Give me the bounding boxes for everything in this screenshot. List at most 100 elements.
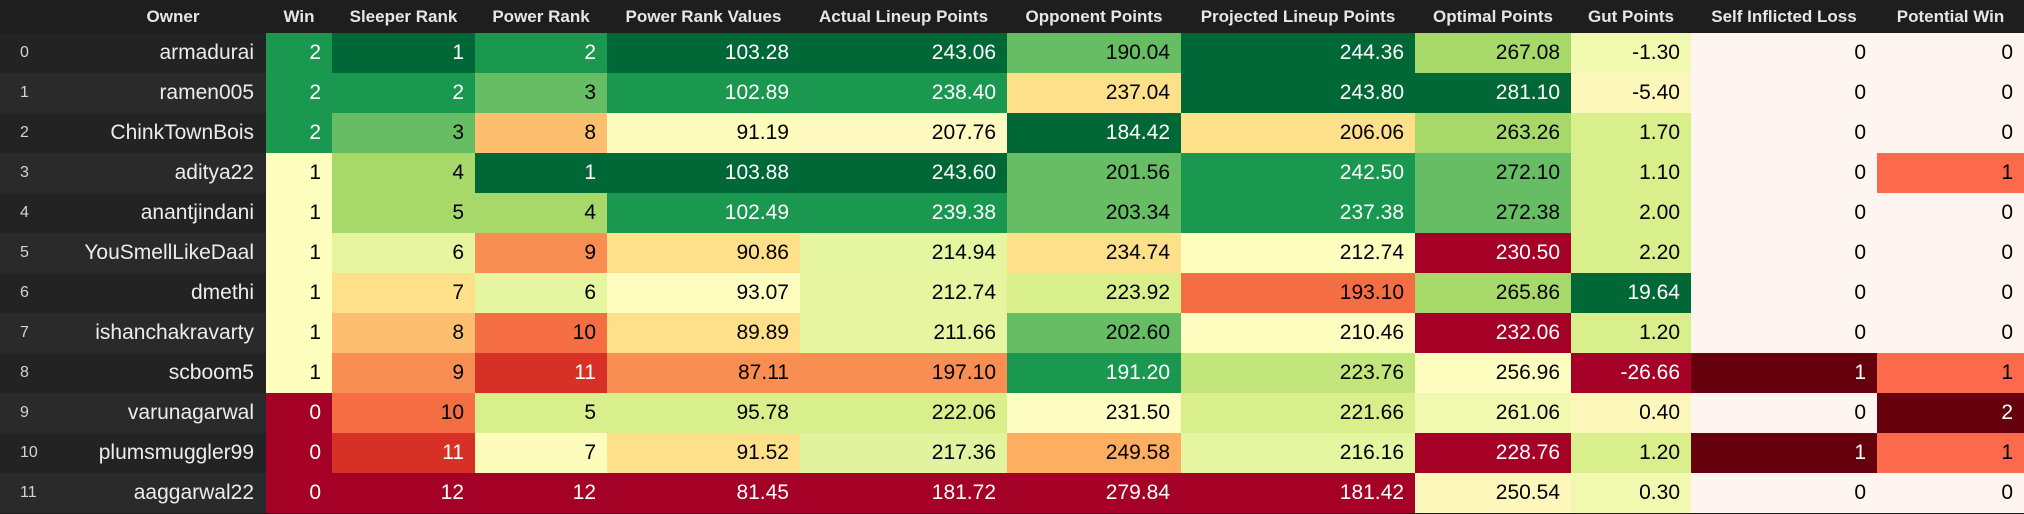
cell-opponent: 249.58 xyxy=(1007,433,1181,473)
cell-actual: 212.74 xyxy=(800,273,1007,313)
cell-potential: 2 xyxy=(1877,393,2024,433)
row-index: 1 xyxy=(0,73,80,113)
cell-self_loss: 0 xyxy=(1691,193,1877,233)
cell-power_rank: 2 xyxy=(475,33,607,73)
cell-projected: 244.36 xyxy=(1181,33,1415,73)
cell-opponent: 184.42 xyxy=(1007,113,1181,153)
column-header-gut[interactable]: Gut Points xyxy=(1588,6,1674,26)
column-header-optimal[interactable]: Optimal Points xyxy=(1433,6,1553,26)
cell-actual: 211.66 xyxy=(800,313,1007,353)
row-index: 10 xyxy=(0,433,80,473)
cell-actual: 243.06 xyxy=(800,33,1007,73)
cell-power_rank_values: 103.28 xyxy=(607,33,800,73)
row-index: 6 xyxy=(0,273,80,313)
cell-opponent: 234.74 xyxy=(1007,233,1181,273)
column-header-potential[interactable]: Potential Win xyxy=(1896,6,2005,26)
cell-projected: 181.42 xyxy=(1181,473,1415,513)
table-row: 9 varunagarwal 0 10 5 95.78 222.06 231.50 221.66… xyxy=(0,393,2024,433)
table-row: 1 ramen005 2 2 3 102.89 238.40 237.04 243.80 281.… xyxy=(0,73,2024,113)
row-index: 7 xyxy=(0,313,80,353)
cell-projected: 223.76 xyxy=(1181,353,1415,393)
cell-actual: 238.40 xyxy=(800,73,1007,113)
column-header-sleeper_rank[interactable]: Sleeper Rank xyxy=(349,6,458,26)
cell-power_rank_values: 81.45 xyxy=(607,473,800,513)
cell-sleeper_rank: 12 xyxy=(332,473,475,513)
cell-optimal: 232.06 xyxy=(1415,313,1571,353)
cell-optimal: 265.86 xyxy=(1415,273,1571,313)
table-row: 2 ChinkTownBois 2 3 8 91.19 207.76 184.42 206.06… xyxy=(0,113,2024,153)
row-index: 0 xyxy=(0,33,80,73)
cell-optimal: 272.38 xyxy=(1415,193,1571,233)
cell-power_rank_values: 91.19 xyxy=(607,113,800,153)
cell-potential: 1 xyxy=(1877,433,2024,473)
column-header-owner[interactable]: Owner xyxy=(146,6,200,26)
table-row: 10 plumsmuggler99 0 11 7 91.52 217.36 249.58 216… xyxy=(0,433,2024,473)
cell-power_rank: 7 xyxy=(475,433,607,473)
cell-win: 0 xyxy=(266,393,332,433)
column-header-win[interactable]: Win xyxy=(283,6,315,26)
column-header-actual[interactable]: Actual Lineup Points xyxy=(818,6,989,26)
cell-projected: 243.80 xyxy=(1181,73,1415,113)
cell-projected: 212.74 xyxy=(1181,233,1415,273)
column-header-idx[interactable] xyxy=(0,0,80,33)
cell-gut: 1.70 xyxy=(1571,113,1691,153)
cell-power_rank: 11 xyxy=(475,353,607,393)
owner-cell: ishanchakravarty xyxy=(80,313,266,353)
cell-win: 2 xyxy=(266,73,332,113)
table-row: 0 armadurai 2 1 2 103.28 243.06 190.04 244.36 267… xyxy=(0,33,2024,73)
cell-sleeper_rank: 7 xyxy=(332,273,475,313)
cell-optimal: 263.26 xyxy=(1415,113,1571,153)
cell-gut: 1.20 xyxy=(1571,433,1691,473)
cell-optimal: 281.10 xyxy=(1415,73,1571,113)
cell-optimal: 267.08 xyxy=(1415,33,1571,73)
cell-projected: 221.66 xyxy=(1181,393,1415,433)
owner-cell: ramen005 xyxy=(80,73,266,113)
column-header-projected[interactable]: Projected Lineup Points xyxy=(1200,6,1396,26)
cell-sleeper_rank: 4 xyxy=(332,153,475,193)
cell-gut: 19.64 xyxy=(1571,273,1691,313)
cell-self_loss: 0 xyxy=(1691,73,1877,113)
cell-optimal: 256.96 xyxy=(1415,353,1571,393)
cell-gut: 1.20 xyxy=(1571,313,1691,353)
cell-win: 1 xyxy=(266,193,332,233)
cell-opponent: 191.20 xyxy=(1007,353,1181,393)
cell-power_rank_values: 103.88 xyxy=(607,153,800,193)
cell-self_loss: 0 xyxy=(1691,33,1877,73)
cell-potential: 0 xyxy=(1877,273,2024,313)
cell-gut: 2.00 xyxy=(1571,193,1691,233)
cell-gut: -1.30 xyxy=(1571,33,1691,73)
owner-cell: aaggarwal22 xyxy=(80,473,266,513)
cell-optimal: 250.54 xyxy=(1415,473,1571,513)
cell-sleeper_rank: 3 xyxy=(332,113,475,153)
cell-self_loss: 0 xyxy=(1691,473,1877,513)
cell-potential: 1 xyxy=(1877,353,2024,393)
cell-win: 0 xyxy=(266,473,332,513)
owner-cell: YouSmellLikeDaal xyxy=(80,233,266,273)
cell-sleeper_rank: 1 xyxy=(332,33,475,73)
cell-actual: 243.60 xyxy=(800,153,1007,193)
owner-cell: plumsmuggler99 xyxy=(80,433,266,473)
cell-self_loss: 0 xyxy=(1691,113,1877,153)
cell-power_rank_values: 87.11 xyxy=(607,353,800,393)
cell-gut: 0.40 xyxy=(1571,393,1691,433)
cell-opponent: 237.04 xyxy=(1007,73,1181,113)
cell-optimal: 272.10 xyxy=(1415,153,1571,193)
column-header-self_loss[interactable]: Self Inflicted Loss xyxy=(1711,6,1857,26)
column-header-opponent[interactable]: Opponent Points xyxy=(1025,6,1163,26)
column-header-power_rank_values[interactable]: Power Rank Values xyxy=(625,6,782,26)
cell-gut: -26.66 xyxy=(1571,353,1691,393)
cell-power_rank: 1 xyxy=(475,153,607,193)
table-row: 8 scboom5 1 9 11 87.11 197.10 191.20 223.76 256.9… xyxy=(0,353,2024,393)
owner-cell: armadurai xyxy=(80,33,266,73)
cell-win: 0 xyxy=(266,433,332,473)
cell-self_loss: 0 xyxy=(1691,393,1877,433)
header-row: Owner Win Sleeper Rank Power Rank Power Rank… xyxy=(0,0,2024,33)
cell-potential: 0 xyxy=(1877,233,2024,273)
cell-opponent: 190.04 xyxy=(1007,33,1181,73)
cell-actual: 214.94 xyxy=(800,233,1007,273)
cell-power_rank_values: 102.89 xyxy=(607,73,800,113)
cell-self_loss: 0 xyxy=(1691,233,1877,273)
cell-projected: 242.50 xyxy=(1181,153,1415,193)
row-index: 8 xyxy=(0,353,80,393)
column-header-power_rank[interactable]: Power Rank xyxy=(492,6,590,26)
